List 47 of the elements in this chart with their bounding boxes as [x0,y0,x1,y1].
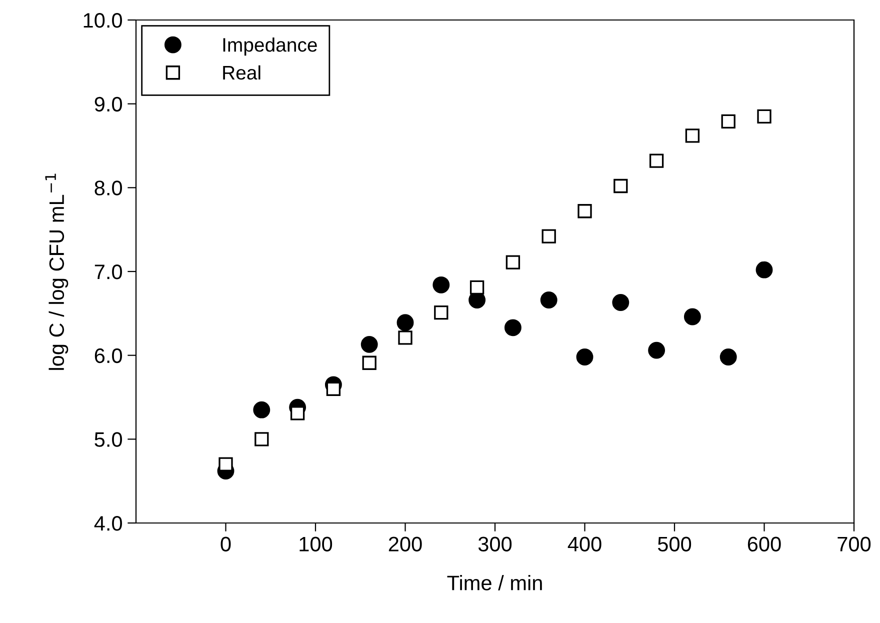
x-tick-label: 0 [220,536,231,552]
legend-label: Real [223,65,260,80]
point [685,128,700,143]
x-tick-label: 500 [658,536,692,552]
point [254,432,269,446]
y-tick-label: 6.0 [94,348,122,364]
y-tick-label: 8.0 [94,180,122,196]
point [648,342,666,359]
point [362,356,376,370]
point [542,229,556,244]
point [326,382,341,396]
x-tick-label: 200 [388,536,422,552]
point [540,292,558,308]
point [649,154,664,168]
x-tick-label: 600 [748,536,781,552]
y-tick-label: 10.0 [84,13,122,28]
y-tick-label: 5.0 [94,432,122,447]
point [290,406,305,420]
point [253,401,270,418]
y-tick-label: 4.0 [94,516,122,531]
point [434,305,448,320]
point [360,336,378,353]
y-tick-label: 7.0 [94,264,122,280]
x-axis-title: Time / min [447,575,542,590]
point [720,348,737,366]
point [756,261,773,278]
point [506,255,520,270]
point [612,294,630,311]
point [398,330,412,345]
y-axis-title: log C / log CFU mL$^{−1}$ [45,174,68,370]
point [614,178,628,194]
point [721,114,736,129]
point [578,204,592,218]
x-tick-label: 300 [478,536,512,552]
point [576,348,594,366]
point [684,308,701,326]
x-tick-label: 100 [300,536,332,552]
x-tick-label: 400 [568,536,602,552]
point [218,457,233,472]
point [432,276,450,294]
x-tick-label: 700 [838,536,871,552]
y-tick-label: 9.0 [94,96,122,112]
point [470,280,484,295]
point [504,319,522,336]
legend-label: Impedance [223,38,317,56]
point [757,109,772,124]
point [396,314,414,332]
